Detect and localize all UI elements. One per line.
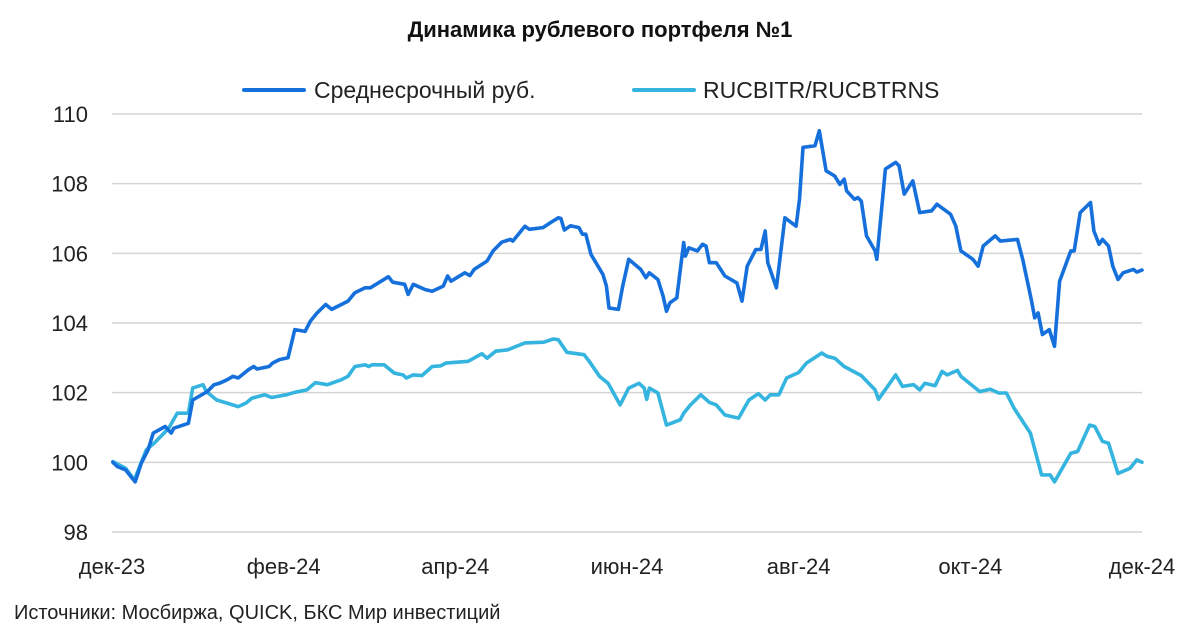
series-line-1 <box>111 128 1144 484</box>
y-tick-label: 108 <box>51 172 88 197</box>
source-note: Источники: Мосбиржа, QUICK, БКС Мир инве… <box>14 602 500 624</box>
y-tick-label: 102 <box>51 381 88 406</box>
x-tick-label: июн-24 <box>591 554 664 579</box>
x-tick-label: авг-24 <box>767 554 831 579</box>
x-tick-label: апр-24 <box>421 554 489 579</box>
x-axis-ticks: дек-23 фев-24 апр-24 июн-24 авг-24 окт-24 дек-… <box>79 554 1176 579</box>
x-tick-label: дек-24 <box>1109 554 1176 579</box>
legend: Среднесрочный руб. RUCBITR/RUCBTRNS <box>242 77 939 103</box>
x-tick-label: дек-23 <box>79 554 146 579</box>
y-tick-label: 110 <box>53 102 88 127</box>
y-tick-label: 100 <box>51 450 88 475</box>
gridlines <box>112 113 1142 533</box>
series-line-2 <box>111 337 1144 484</box>
y-axis-ticks: 98 100 102 104 106 108 110 <box>51 102 88 545</box>
chart-title: Динамика рублевого портфеля №1 <box>408 17 793 42</box>
x-tick-label: окт-24 <box>938 554 1002 579</box>
legend-label-series-2: RUCBITR/RUCBTRNS <box>703 77 939 103</box>
y-tick-label: 106 <box>51 241 88 266</box>
series-lines <box>111 128 1144 484</box>
x-tick-label: фев-24 <box>247 554 321 579</box>
y-tick-label: 98 <box>64 520 88 545</box>
y-tick-label: 104 <box>51 311 88 336</box>
legend-label-series-1: Среднесрочный руб. <box>314 77 536 103</box>
